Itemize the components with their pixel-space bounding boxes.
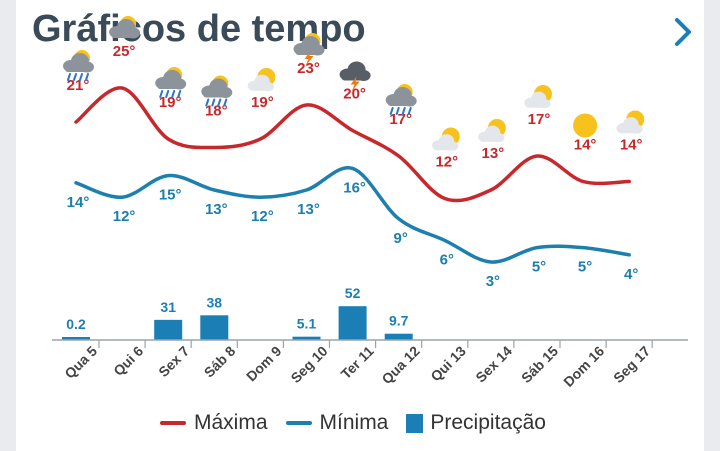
max-temp-label: 19° (251, 94, 274, 111)
min-temp-label: 14° (67, 194, 90, 211)
legend-precip-swatch (406, 413, 424, 433)
day-tick-label: Sex 7 (155, 343, 192, 380)
day-tick-label: Dom 16 (560, 343, 607, 390)
max-temp-label: 17° (389, 111, 412, 128)
max-temp-label: 23° (297, 60, 320, 77)
day-tick-label: Sáb 8 (201, 343, 239, 381)
max-temp-label: 12° (435, 154, 458, 171)
max-temp-label: 13° (482, 145, 505, 162)
precip-label: 0.2 (66, 316, 86, 332)
day-tick-label: Ter 11 (338, 343, 377, 382)
min-temp-line (74, 166, 631, 264)
min-temp-label: 5° (578, 259, 592, 276)
legend-max-label: Máxima (194, 411, 268, 434)
sunny-icon (573, 113, 598, 138)
rain-icon (63, 50, 94, 81)
cloudy-icon (109, 16, 141, 39)
precip-bar (154, 319, 183, 340)
legend-item-min: Mínima (285, 411, 389, 435)
rain-icon (155, 67, 187, 98)
legend-min-swatch (285, 421, 312, 425)
day-tick-label: Seg 10 (287, 343, 330, 386)
day-tick-label: Seg 17 (610, 343, 653, 386)
min-temp-label: 16° (343, 179, 366, 196)
legend-precip-label: Precipitação (430, 411, 546, 434)
partly-cloudy-icon (478, 119, 506, 143)
min-temp-label: 13° (205, 201, 228, 218)
min-temp-label: 3° (486, 273, 500, 290)
max-temp-label: 25° (113, 43, 136, 60)
max-temp-label: 14° (620, 137, 643, 154)
legend-item-max: Máxima (160, 411, 268, 435)
day-tick-label: Dom 9 (243, 343, 285, 385)
min-temp-label: 5° (532, 259, 546, 276)
partly-cloudy-icon (616, 110, 645, 134)
chevron-right-icon[interactable] (668, 14, 698, 50)
day-tick-label: Qui 6 (110, 343, 146, 379)
max-temp-label: 18° (205, 103, 228, 120)
legend-max-swatch (160, 421, 186, 425)
precip-label: 31 (160, 299, 176, 315)
min-temp-label: 6° (440, 251, 454, 268)
max-temp-label: 17° (528, 111, 551, 128)
min-temp-label: 15° (159, 187, 182, 204)
precip-label: 5.1 (297, 316, 317, 332)
day-tick-label: Sex 14 (472, 343, 515, 386)
max-temp-label: 20° (343, 86, 366, 103)
thunderstorm-icon (293, 33, 325, 66)
thunderstorm-icon (339, 61, 371, 92)
precip-label: 52 (345, 285, 361, 301)
day-tick-label: Sáb 15 (518, 343, 561, 386)
precip-bar (200, 315, 229, 340)
precip-bar (384, 333, 413, 340)
precip-bar (62, 337, 90, 340)
day-tick-label: Qui 13 (427, 343, 469, 385)
min-temp-label: 9° (394, 230, 408, 247)
rain-icon (201, 75, 233, 107)
weather-chart-card: Gráficos de tempo 0.2 31 38 5.1 52 9.7 Qua 5 Qu… (16, 0, 704, 451)
partly-cloudy-icon (247, 68, 276, 92)
min-temp-label: 12° (251, 208, 274, 225)
weather-chart: 0.2 31 38 5.1 52 9.7 Qua 5 Qui 6 Sex 7 Sáb 8 Dom 9… (52, 16, 688, 390)
partly-cloudy-icon (432, 127, 460, 151)
min-temp-label: 13° (297, 201, 320, 218)
day-tick-label: Qua 5 (61, 343, 100, 382)
max-temp-label: 21° (67, 77, 90, 94)
day-tick-label: Qua 12 (378, 343, 422, 387)
max-temp-label: 19° (159, 94, 182, 111)
precip-bar (292, 336, 321, 340)
min-temp-label: 12° (113, 208, 136, 225)
precip-bar (338, 306, 367, 340)
precip-label: 38 (207, 294, 223, 310)
max-temp-label: 14° (574, 137, 597, 154)
rain-icon (385, 84, 417, 115)
legend-item-precip: Precipitação (406, 411, 546, 435)
partly-cloudy-icon (524, 85, 552, 109)
precip-label: 9.7 (389, 313, 409, 329)
legend-min-label: Mínima (319, 411, 389, 434)
chart-legend: Máxima Mínima Precipitação (160, 410, 564, 436)
max-temp-line (74, 86, 631, 203)
min-temp-label: 4° (624, 266, 638, 283)
